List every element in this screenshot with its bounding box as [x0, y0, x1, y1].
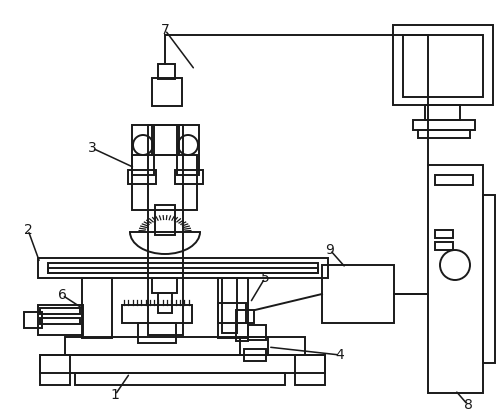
- Text: 1: 1: [110, 388, 120, 402]
- Bar: [152, 125, 179, 155]
- Bar: [393, 25, 493, 105]
- Bar: [236, 310, 254, 323]
- Bar: [236, 323, 248, 341]
- Bar: [82, 278, 112, 338]
- Bar: [244, 349, 266, 361]
- Bar: [48, 263, 318, 273]
- Bar: [418, 130, 470, 138]
- Bar: [75, 373, 285, 385]
- Bar: [403, 35, 483, 97]
- Bar: [38, 305, 83, 335]
- Bar: [40, 355, 70, 385]
- Bar: [425, 105, 460, 120]
- Bar: [65, 337, 305, 355]
- Bar: [248, 325, 266, 340]
- Text: 3: 3: [88, 141, 96, 155]
- Bar: [158, 64, 175, 79]
- Bar: [132, 125, 154, 175]
- Bar: [175, 170, 203, 184]
- Bar: [138, 323, 176, 343]
- Text: 7: 7: [160, 23, 170, 37]
- Bar: [24, 312, 42, 328]
- Text: 4: 4: [336, 348, 344, 362]
- Bar: [40, 355, 325, 373]
- Bar: [413, 120, 475, 130]
- Bar: [148, 125, 183, 335]
- Bar: [240, 337, 268, 355]
- Bar: [177, 125, 199, 175]
- Bar: [435, 230, 453, 238]
- Bar: [218, 303, 246, 323]
- Text: 6: 6: [58, 288, 66, 302]
- Text: 9: 9: [326, 243, 334, 257]
- Bar: [122, 305, 192, 323]
- Bar: [132, 155, 197, 210]
- Bar: [152, 78, 182, 106]
- Bar: [222, 278, 237, 333]
- Bar: [40, 318, 80, 324]
- Bar: [428, 165, 483, 393]
- Text: 5: 5: [260, 271, 270, 285]
- Text: 2: 2: [24, 223, 32, 237]
- Bar: [483, 195, 495, 363]
- Text: 8: 8: [464, 398, 472, 412]
- Bar: [155, 205, 175, 235]
- Bar: [48, 268, 318, 273]
- Bar: [295, 355, 325, 385]
- Bar: [435, 242, 453, 250]
- Bar: [435, 175, 473, 185]
- Bar: [40, 308, 80, 314]
- Bar: [38, 258, 328, 278]
- Bar: [158, 293, 172, 313]
- Bar: [128, 170, 156, 184]
- Bar: [152, 278, 177, 293]
- Bar: [218, 278, 248, 338]
- Bar: [322, 265, 394, 323]
